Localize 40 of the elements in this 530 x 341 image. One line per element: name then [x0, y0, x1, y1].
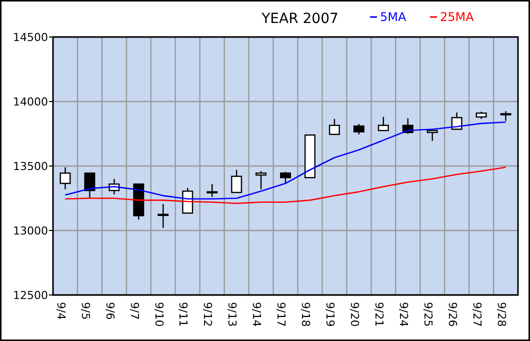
- candlestick: [206, 183, 218, 198]
- x-tick-label: 9/21: [372, 302, 386, 327]
- x-tick-label: 9/10: [152, 302, 166, 327]
- x-tick-label: 9/11: [176, 302, 190, 327]
- x-tick-label: 9/12: [201, 302, 214, 327]
- chart-title: YEAR 2007: [260, 11, 338, 27]
- x-tick-label: 9/14: [250, 302, 264, 327]
- y-tick-label: 14000: [13, 95, 48, 108]
- x-tick-label: 9/4: [54, 302, 68, 320]
- x-tick-label: 9/27: [470, 302, 484, 327]
- candlestick: [231, 169, 242, 194]
- legend-label: 5MA: [380, 10, 407, 24]
- x-tick-label: 9/19: [324, 302, 337, 327]
- candlestick: [158, 203, 169, 229]
- candlestick: [256, 170, 267, 190]
- x-tick-label: 9/5: [78, 302, 92, 320]
- y-tick-label: 13500: [13, 160, 48, 173]
- x-tick-label: 9/20: [348, 302, 362, 327]
- y-tick-label: 12500: [13, 288, 48, 302]
- x-tick-label: 9/28: [494, 302, 508, 327]
- x-tick-label: 9/25: [421, 302, 434, 327]
- candlestick: [500, 110, 512, 122]
- legend-label: 25MA: [440, 10, 475, 24]
- candlestick: [280, 171, 291, 184]
- candlestick: [353, 123, 364, 135]
- x-tick-label: 9/7: [128, 302, 141, 320]
- x-tick-label: 9/26: [446, 302, 459, 327]
- candlestick: [328, 118, 340, 135]
- candlestick: [426, 130, 438, 142]
- x-tick-label: 9/17: [274, 302, 288, 327]
- x-tick-label: 9/13: [226, 302, 239, 327]
- candlestick: [60, 166, 71, 190]
- x-tick-label: 9/18: [299, 302, 312, 327]
- candlestick: [378, 116, 389, 132]
- candlestick: [84, 172, 96, 199]
- y-tick-label: 13000: [13, 224, 48, 238]
- y-tick-label: 14500: [13, 30, 48, 44]
- candlestick: [451, 112, 462, 130]
- x-tick-label: 9/6: [103, 302, 116, 320]
- x-tick-label: 9/24: [397, 302, 410, 327]
